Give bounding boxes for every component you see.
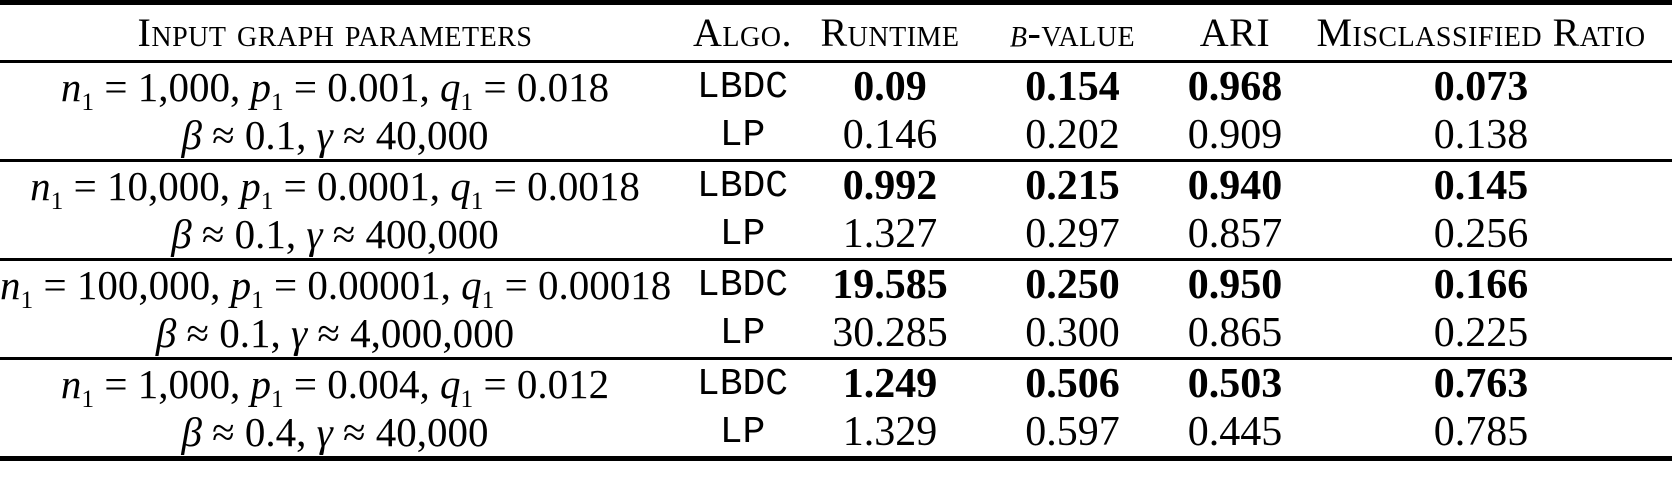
- table-row-g3-lbdc: n1 = 100,000, p1 = 0.00001, q1 = 0.00018…: [0, 258, 1672, 313]
- algo-cell: LBDC: [670, 357, 815, 408]
- runtime-cell: 1.329: [842, 409, 938, 455]
- header-ari: ARI: [1199, 10, 1271, 55]
- algo-cell: LP: [719, 410, 766, 454]
- algo-cell: LBDC: [696, 65, 789, 109]
- table-row-g1-lp: β ≈ 0.1, γ ≈ 40,000 LP 0.146 0.202 0.909…: [0, 111, 1672, 161]
- header-input-graph-parameters: Input graph parameters: [137, 10, 533, 55]
- beta-value-cell: 0.300: [1025, 310, 1120, 356]
- runtime-cell: 0.992: [815, 159, 965, 210]
- ari-cell: 0.857: [1187, 211, 1283, 257]
- misclassified-ratio-cell: 0.785: [1433, 409, 1529, 455]
- runtime-cell: 19.585: [815, 258, 965, 309]
- misclassified-ratio-cell: 0.225: [1433, 310, 1529, 356]
- misclassified-ratio-cell: 0.256: [1433, 211, 1529, 257]
- ari-cell: 0.865: [1187, 310, 1283, 356]
- runtime-cell: 0.146: [842, 112, 938, 158]
- misclassified-ratio-cell: 0.145: [1290, 159, 1672, 210]
- beta-value-cell: 0.597: [1025, 409, 1120, 455]
- beta-value-cell: 0.506: [965, 357, 1180, 408]
- beta-value-cell: 0.154: [1025, 64, 1120, 110]
- beta-value-cell: 0.297: [1025, 211, 1120, 257]
- algo-cell: LBDC: [670, 159, 815, 210]
- algo-cell: LBDC: [670, 258, 815, 309]
- runtime-cell: 30.285: [832, 310, 948, 356]
- params-line1-cell: n1 = 1,000, p1 = 0.004, q1 = 0.012: [0, 357, 670, 412]
- ari-cell: 0.503: [1180, 357, 1290, 408]
- table-row-g1-lbdc: n1 = 1,000, p1 = 0.001, q1 = 0.018 LBDC …: [0, 62, 1672, 117]
- beta-value-cell: 0.202: [1025, 112, 1120, 158]
- algo-cell: LP: [719, 113, 766, 157]
- ari-cell: 0.950: [1180, 258, 1290, 309]
- paper-results-table-figure: Input graph parameters Algo. Runtime β-v…: [0, 0, 1672, 461]
- header-beta-value: β-value: [1009, 10, 1136, 55]
- header-algo: Algo.: [693, 10, 792, 55]
- ari-cell: 0.940: [1180, 159, 1290, 210]
- params-line1-cell: n1 = 1,000, p1 = 0.001, q1 = 0.018: [60, 64, 610, 117]
- table-row-g2-lbdc: n1 = 10,000, p1 = 0.0001, q1 = 0.0018 LB…: [0, 159, 1672, 214]
- params-line2-cell: β ≈ 0.1, γ ≈ 400,000: [171, 211, 499, 257]
- beta-value-cell: 0.250: [965, 258, 1180, 309]
- algo-cell: LP: [719, 311, 766, 355]
- beta-value-cell: 0.215: [965, 159, 1180, 210]
- header-runtime: Runtime: [820, 10, 960, 55]
- params-line1-cell: n1 = 100,000, p1 = 0.00001, q1 = 0.00018: [0, 258, 671, 313]
- misclassified-ratio-cell: 0.138: [1433, 112, 1529, 158]
- params-line2-cell: β ≈ 0.4, γ ≈ 40,000: [181, 409, 489, 455]
- params-line2-cell: β ≈ 0.1, γ ≈ 4,000,000: [155, 310, 515, 356]
- runtime-cell: 1.327: [842, 211, 938, 257]
- table-row-g2-lp: β ≈ 0.1, γ ≈ 400,000 LP 1.327 0.297 0.85…: [0, 210, 1672, 260]
- results-table: Input graph parameters Algo. Runtime β-v…: [0, 0, 1672, 461]
- misclassified-ratio-cell: 0.166: [1290, 258, 1672, 309]
- runtime-cell: 0.09: [853, 64, 927, 110]
- ari-cell: 0.445: [1187, 409, 1283, 455]
- header-row: Input graph parameters Algo. Runtime β-v…: [0, 3, 1672, 62]
- algo-cell: LP: [719, 212, 766, 256]
- misclassified-ratio-cell: 0.763: [1290, 357, 1672, 408]
- table-row-g4-lp: β ≈ 0.4, γ ≈ 40,000 LP 1.329 0.597 0.445…: [0, 408, 1672, 459]
- ari-cell: 0.968: [1187, 64, 1283, 110]
- misclassified-ratio-cell: 0.073: [1433, 64, 1529, 110]
- ari-cell: 0.909: [1187, 112, 1283, 158]
- table-body: n1 = 1,000, p1 = 0.001, q1 = 0.018 LBDC …: [0, 62, 1672, 459]
- runtime-cell: 1.249: [815, 357, 965, 408]
- table-header: Input graph parameters Algo. Runtime β-v…: [0, 3, 1672, 62]
- table-row-g3-lp: β ≈ 0.1, γ ≈ 4,000,000 LP 30.285 0.300 0…: [0, 309, 1672, 359]
- header-misclassified-ratio: Misclassified Ratio: [1316, 10, 1646, 55]
- params-line1-cell: n1 = 10,000, p1 = 0.0001, q1 = 0.0018: [0, 159, 670, 214]
- params-line2-cell: β ≈ 0.1, γ ≈ 40,000: [181, 112, 489, 158]
- table-row-g4-lbdc: n1 = 1,000, p1 = 0.004, q1 = 0.012 LBDC …: [0, 357, 1672, 412]
